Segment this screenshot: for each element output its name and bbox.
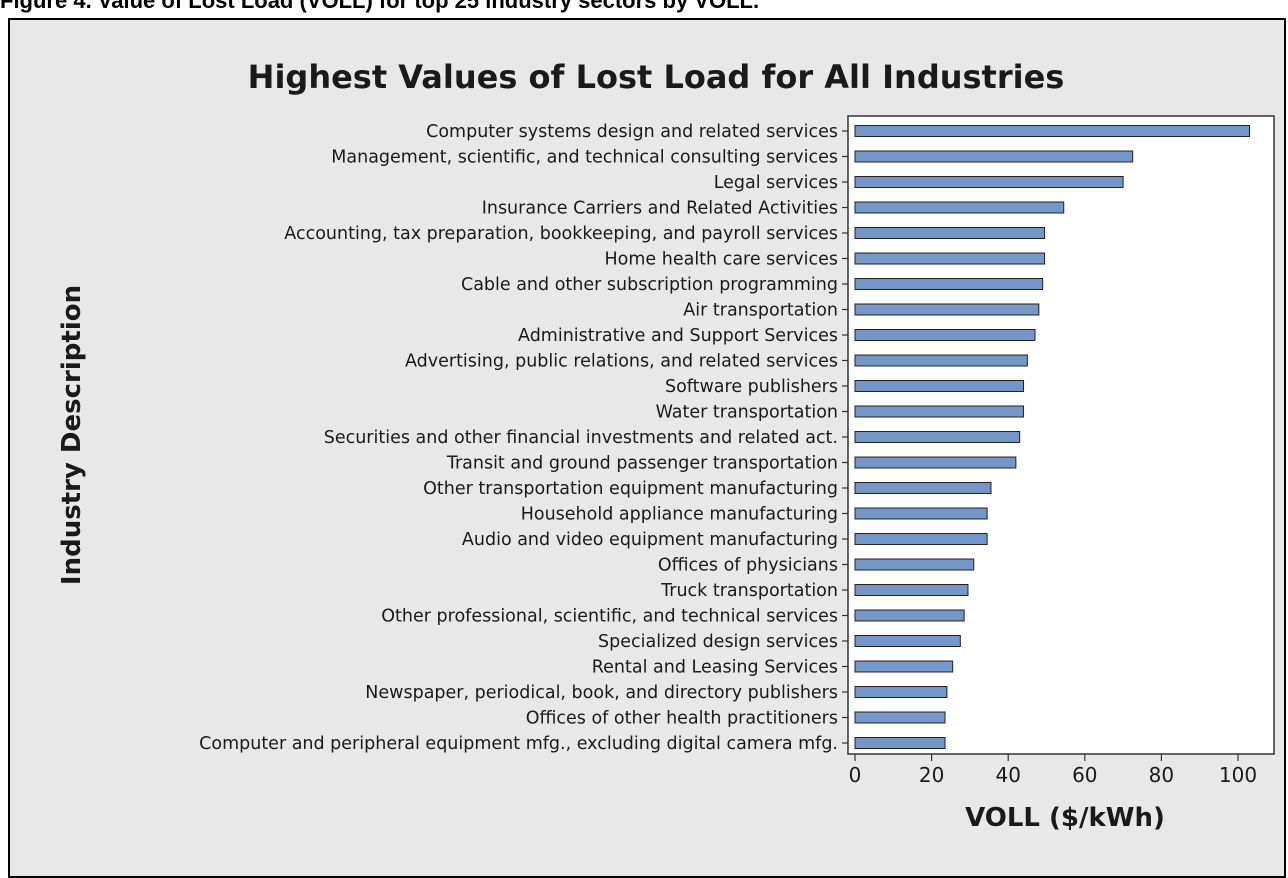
category-label: Cable and other subscription programming <box>461 275 838 295</box>
bar <box>854 660 954 673</box>
bar <box>854 456 1017 469</box>
bar <box>854 584 969 596</box>
category-label: Offices of other health practitioners <box>526 709 838 729</box>
chart-title: Highest Values of Lost Load for All Indu… <box>248 58 1065 96</box>
x-tick-label: 20 <box>919 763 944 787</box>
bar <box>854 201 1065 214</box>
bar <box>854 227 1046 239</box>
bar <box>854 686 948 698</box>
category-label: Truck transportation <box>660 581 838 601</box>
bar <box>854 329 1036 341</box>
bar <box>854 609 965 622</box>
category-label: Management, scientific, and technical co… <box>331 148 838 168</box>
bar <box>854 635 961 647</box>
category-label: Newspaper, periodical, book, and directo… <box>365 683 838 703</box>
bar <box>854 176 1124 188</box>
category-label: Computer systems design and related serv… <box>426 122 838 142</box>
category-label: Advertising, public relations, and relat… <box>405 352 838 372</box>
x-ticks-group: 0 20 40 60 80 100 <box>849 754 1257 787</box>
category-label: Securities and other financial investmen… <box>324 428 838 448</box>
bar <box>854 380 1025 392</box>
bar <box>854 431 1021 443</box>
category-labels-group: Computer systems design and related serv… <box>199 122 848 754</box>
bar <box>854 558 975 571</box>
x-tick-label: 0 <box>849 763 862 787</box>
category-label: Offices of physicians <box>658 556 838 576</box>
category-label: Legal services <box>714 173 838 193</box>
bar <box>854 405 1025 418</box>
x-axis-label: VOLL ($/kWh) <box>965 803 1165 833</box>
x-tick-label: 40 <box>995 763 1020 787</box>
category-label: Audio and video equipment manufacturing <box>462 530 838 550</box>
category-label: Computer and peripheral equipment mfg., … <box>199 734 838 754</box>
category-label: Water transportation <box>656 403 838 423</box>
bar <box>854 737 946 749</box>
bar <box>854 711 946 724</box>
y-axis-label: Industry Description <box>57 285 87 585</box>
x-tick-label: 80 <box>1149 763 1174 787</box>
x-tick-label: 60 <box>1072 763 1097 787</box>
category-label: Accounting, tax preparation, bookkeeping… <box>284 224 838 244</box>
category-label: Administrative and Support Services <box>518 326 838 346</box>
category-label: Other professional, scientific, and tech… <box>381 607 838 627</box>
category-label: Specialized design services <box>598 632 838 652</box>
bars-group <box>854 125 1250 749</box>
category-label: Transit and ground passenger transportat… <box>446 454 838 474</box>
bar <box>854 507 988 520</box>
x-tick-label: 100 <box>1219 763 1257 787</box>
bar <box>854 354 1028 367</box>
figure-caption: Figure 4. Value of Lost Load (VOLL) for … <box>0 0 760 13</box>
category-label: Other transportation equipment manufactu… <box>423 479 838 499</box>
bar <box>854 150 1134 163</box>
bar <box>854 482 992 494</box>
category-label: Rental and Leasing Services <box>592 658 838 678</box>
bar <box>854 533 988 545</box>
category-label: Home health care services <box>605 250 839 270</box>
category-label: Insurance Carriers and Related Activitie… <box>482 199 838 219</box>
bar <box>854 278 1044 290</box>
category-label: Household appliance manufacturing <box>521 505 838 525</box>
bar <box>854 125 1250 137</box>
category-label: Air transportation <box>683 301 838 321</box>
category-label: Software publishers <box>665 377 838 397</box>
bar <box>854 252 1046 265</box>
bar <box>854 303 1040 316</box>
